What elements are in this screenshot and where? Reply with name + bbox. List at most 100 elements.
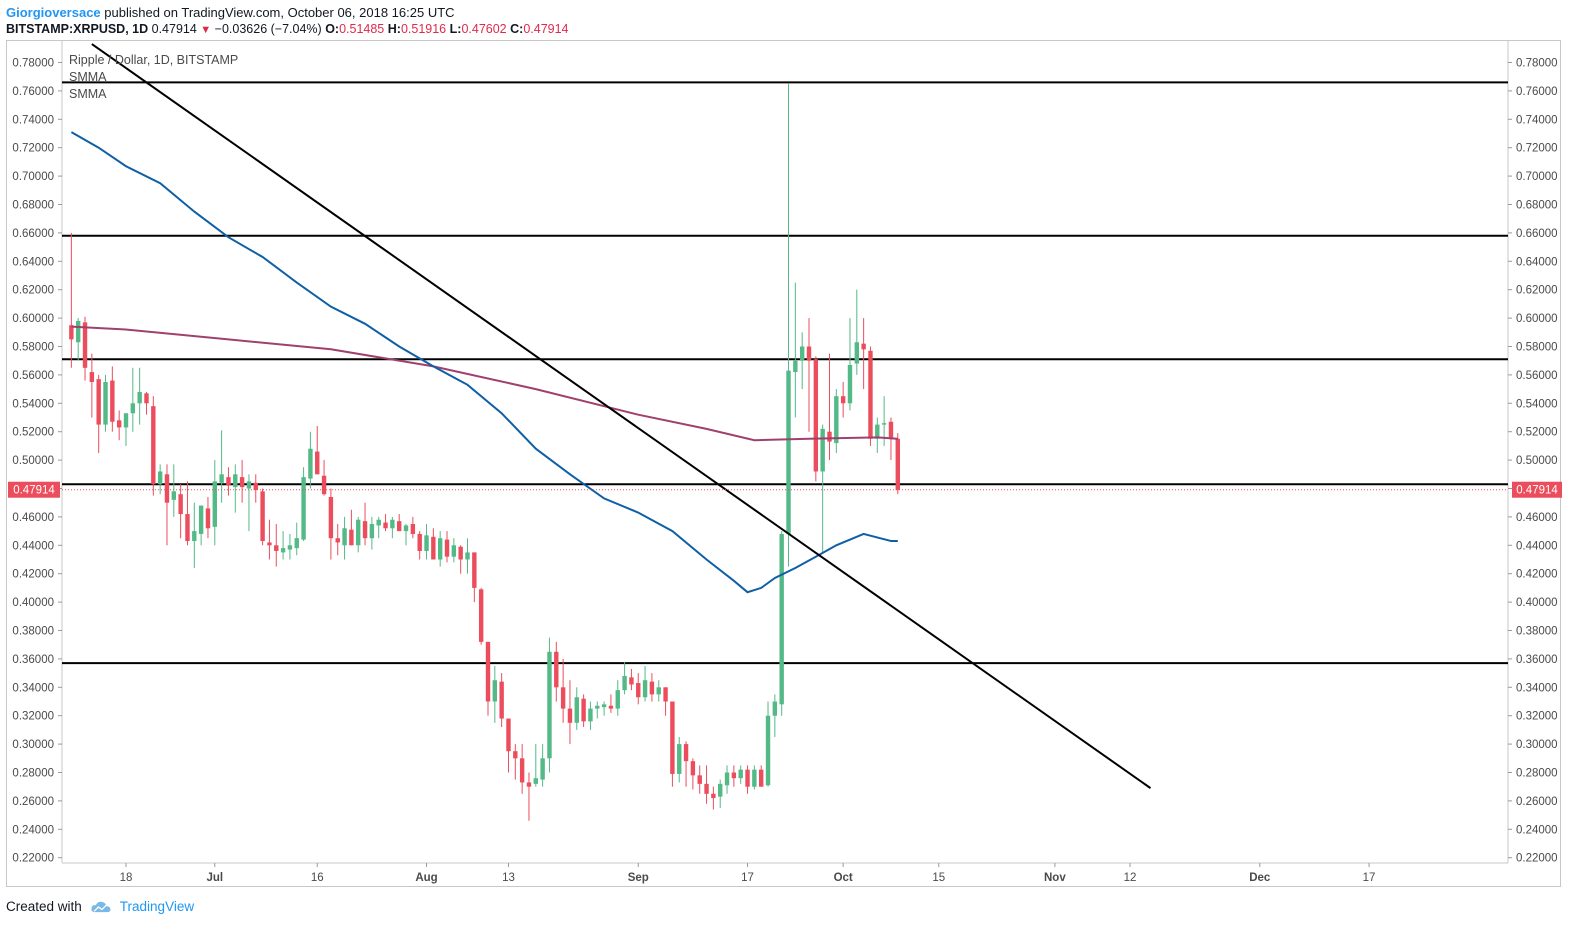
y-tick-label-right: 0.54000 [1516, 398, 1558, 410]
candle-body [137, 391, 142, 404]
candle-body [233, 474, 238, 488]
chart-legend: Ripple / Dollar, 1D, BITSTAMP SMMA SMMA [69, 52, 238, 103]
candle-body [745, 769, 750, 787]
candle-body [752, 769, 757, 787]
y-tick-label-right: 0.78000 [1516, 58, 1558, 70]
candles [69, 83, 900, 821]
candle-body [458, 546, 463, 560]
candle-body [642, 680, 648, 698]
candle-body [895, 438, 900, 490]
tradingview-link[interactable]: TradingView [119, 899, 195, 914]
y-tick-label-left: 0.28000 [12, 768, 54, 780]
candle-body [786, 370, 791, 534]
candle-body [499, 681, 504, 719]
y-tick-label-right: 0.60000 [1516, 313, 1558, 325]
candle-body [588, 708, 593, 722]
y-tick-label-left: 0.60000 [12, 313, 54, 325]
candle-body [724, 772, 730, 786]
candle-body [260, 491, 265, 542]
candle-body [881, 423, 887, 425]
horizontal-levels [62, 81, 1508, 665]
candle-body [397, 521, 402, 532]
y-tick-label-right: 0.36000 [1516, 654, 1558, 666]
current-price-label-left: 0.47914 [13, 485, 55, 497]
candle-body [205, 508, 211, 529]
candle-body [246, 481, 252, 489]
y-tick-label-left: 0.54000 [12, 398, 54, 410]
x-tick-label: 18 [120, 872, 133, 884]
y-tick-label-right: 0.22000 [1516, 853, 1558, 865]
candle-body [89, 372, 95, 382]
candle-body [253, 482, 258, 490]
y-tick-label-right: 0.32000 [1516, 711, 1558, 723]
low-value: 0.47602 [461, 22, 507, 36]
candle-body [144, 393, 149, 404]
x-tick-label: 12 [1124, 872, 1137, 884]
candle-body [656, 687, 661, 695]
candle-body [779, 533, 784, 705]
y-tick-label-right: 0.66000 [1516, 228, 1558, 240]
last-price: 0.47914 [151, 22, 197, 36]
candle-body [151, 406, 156, 485]
legend-indicator-1[interactable]: SMMA [69, 70, 107, 84]
smma-slow-line [71, 325, 898, 442]
indicators [70, 131, 898, 594]
candle-body [622, 675, 627, 691]
candle-body [813, 359, 819, 472]
candle-body [308, 448, 313, 479]
candle-body [478, 589, 484, 642]
candle-body [581, 698, 586, 722]
candle-body [615, 690, 620, 709]
down-arrow-icon: ▼ [200, 24, 212, 36]
candle-body [697, 775, 702, 784]
candle-body [444, 539, 450, 557]
candle-body [123, 413, 129, 428]
y-tick-label-left: 0.30000 [12, 739, 54, 751]
candle-body [192, 531, 197, 542]
open-value: 0.51485 [339, 22, 385, 36]
author-link[interactable]: Giorgioversace [6, 5, 101, 20]
candle-body [690, 761, 696, 776]
candle-body [226, 477, 231, 486]
candle-body [663, 687, 668, 702]
x-tick-label: 17 [741, 872, 754, 884]
chart-frame[interactable] [6, 40, 1561, 887]
high-label: H: [387, 22, 401, 36]
y-tick-label-right: 0.58000 [1516, 342, 1558, 354]
candle-body [82, 322, 88, 368]
legend-indicator-2[interactable]: SMMA [69, 87, 107, 101]
candle-body [840, 396, 846, 404]
candle-body [574, 697, 579, 723]
x-tick-label: Oct [834, 872, 853, 884]
x-tick-label: 16 [311, 872, 324, 884]
y-tick-label-right: 0.56000 [1516, 370, 1558, 382]
y-tick-label-right: 0.46000 [1516, 512, 1558, 524]
overlays: 0.47914 0.47914 [8, 43, 1562, 789]
candle-body [567, 708, 573, 723]
y-tick-label-left: 0.36000 [12, 654, 54, 666]
candle-body [321, 475, 327, 495]
candle-body [868, 350, 873, 439]
candle-body [560, 687, 566, 709]
published-text: published on TradingView.com, October 06… [104, 5, 455, 20]
y-tick-label-right: 0.64000 [1516, 256, 1558, 268]
y-tick-label-left: 0.42000 [12, 569, 54, 581]
candle-body [212, 481, 217, 527]
candle-body [636, 683, 641, 698]
candle-body [417, 533, 422, 551]
x-tick-label: 15 [932, 872, 945, 884]
y-tick-label-right: 0.28000 [1516, 768, 1558, 780]
y-tick-label-right: 0.44000 [1516, 540, 1558, 552]
candle-body [376, 519, 381, 526]
y-tick-label-left: 0.26000 [12, 796, 54, 808]
y-tick-label-left: 0.22000 [12, 853, 54, 865]
candle-body [465, 552, 470, 560]
close-label: C: [510, 22, 524, 36]
y-tick-label-right: 0.72000 [1516, 143, 1558, 155]
candle-body [342, 528, 347, 546]
y-tick-label-left: 0.58000 [12, 342, 54, 354]
candle-body [834, 396, 839, 444]
y-tick-label-left: 0.24000 [12, 824, 54, 836]
candle-body [410, 524, 416, 534]
